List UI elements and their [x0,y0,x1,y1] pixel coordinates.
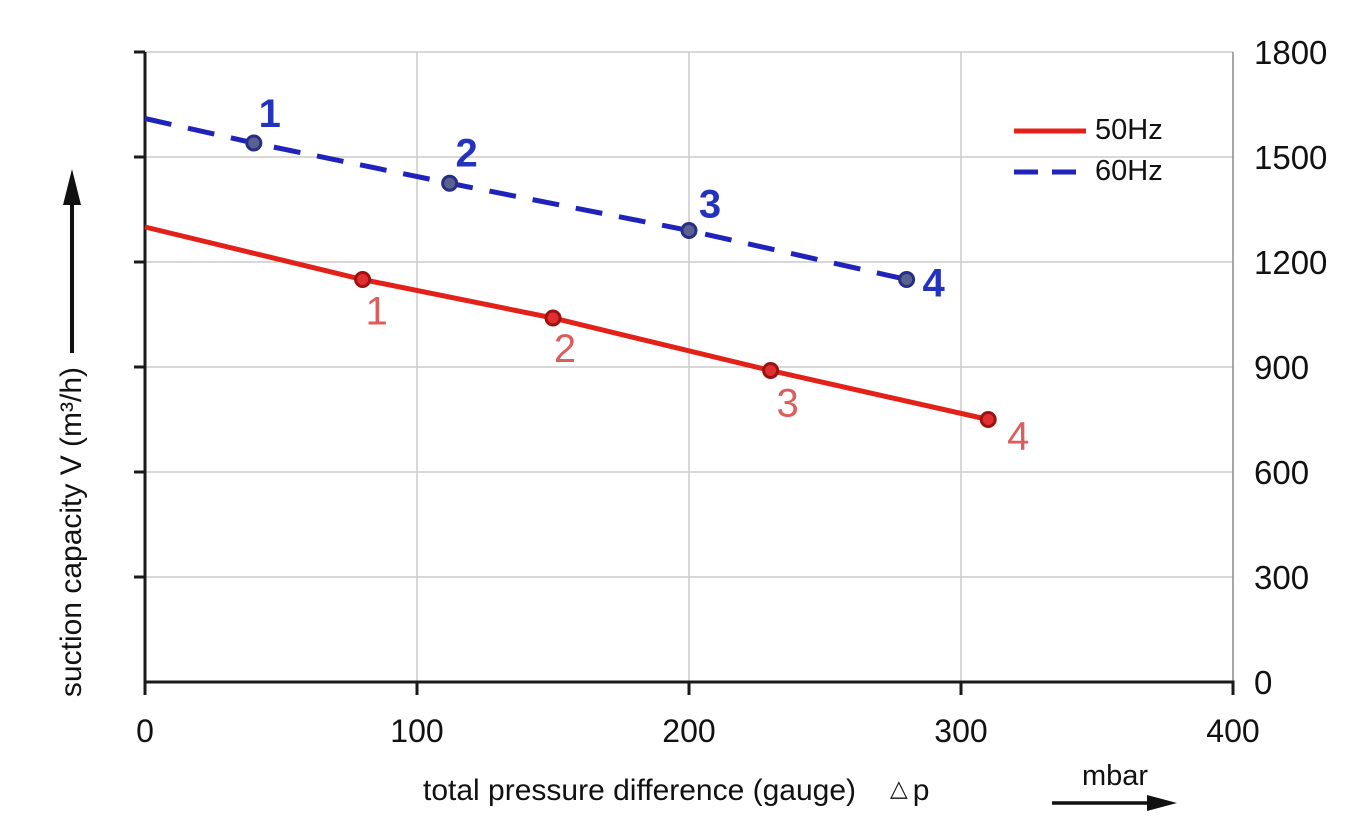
delta-symbol: △ [890,774,908,801]
svg-text:2: 2 [554,327,576,371]
svg-text:300: 300 [1254,559,1309,596]
right-arrow-icon [1052,795,1177,811]
svg-text:200: 200 [662,713,715,749]
legend-label-50hz: 50Hz [1095,114,1163,146]
delta-variable: p [912,774,930,807]
legend-item-60hz: 60Hz [1014,151,1163,192]
svg-text:3: 3 [776,382,798,426]
svg-text:1200: 1200 [1254,244,1327,281]
y-axis-label-text: suction capacity V (m³/h) [55,366,88,698]
y-axis-label: suction capacity V (m³/h) [40,162,104,702]
svg-text:2: 2 [456,131,478,175]
legend-swatch-solid [1014,128,1086,133]
legend-item-50hz: 50Hz [1014,110,1163,151]
legend-swatch-dashed [1014,169,1086,174]
x-axis-unit-text: mbar [1081,760,1149,792]
svg-text:4: 4 [1007,415,1029,459]
x-axis-unit: mbar [1048,760,1182,812]
svg-text:0: 0 [1254,664,1272,701]
svg-text:1500: 1500 [1254,139,1327,176]
up-arrow-icon [63,168,81,353]
svg-text:300: 300 [934,713,987,749]
svg-text:1800: 1800 [1254,34,1327,71]
svg-text:1: 1 [259,92,281,136]
svg-text:100: 100 [390,713,443,749]
legend: 50Hz 60Hz [1014,110,1163,192]
legend-label-60hz: 60Hz [1095,155,1163,187]
svg-text:400: 400 [1206,713,1259,749]
svg-text:4: 4 [922,262,945,306]
x-axis-label: total pressure difference (gauge) △ p [423,772,929,810]
svg-text:1: 1 [365,290,387,334]
svg-text:3: 3 [699,183,721,227]
svg-text:900: 900 [1254,349,1309,386]
svg-text:0: 0 [136,713,154,749]
x-axis-label-text: total pressure difference (gauge) [423,774,857,807]
svg-text:600: 600 [1254,454,1309,491]
